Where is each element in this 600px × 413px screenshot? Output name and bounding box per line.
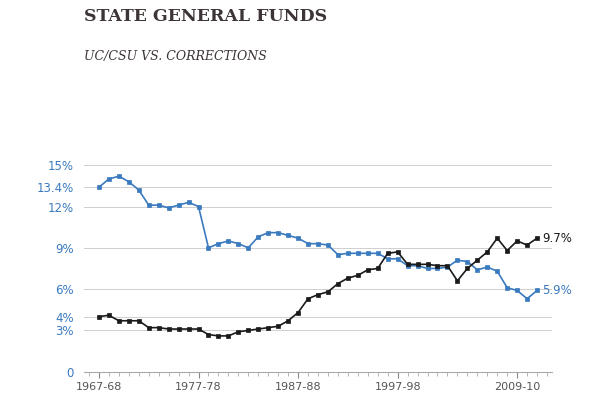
Text: UC/CSU VS. CORRECTIONS: UC/CSU VS. CORRECTIONS — [84, 50, 267, 62]
Text: 9.7%: 9.7% — [542, 232, 572, 244]
Text: 5.9%: 5.9% — [542, 284, 572, 297]
Text: STATE GENERAL FUNDS: STATE GENERAL FUNDS — [84, 8, 327, 25]
